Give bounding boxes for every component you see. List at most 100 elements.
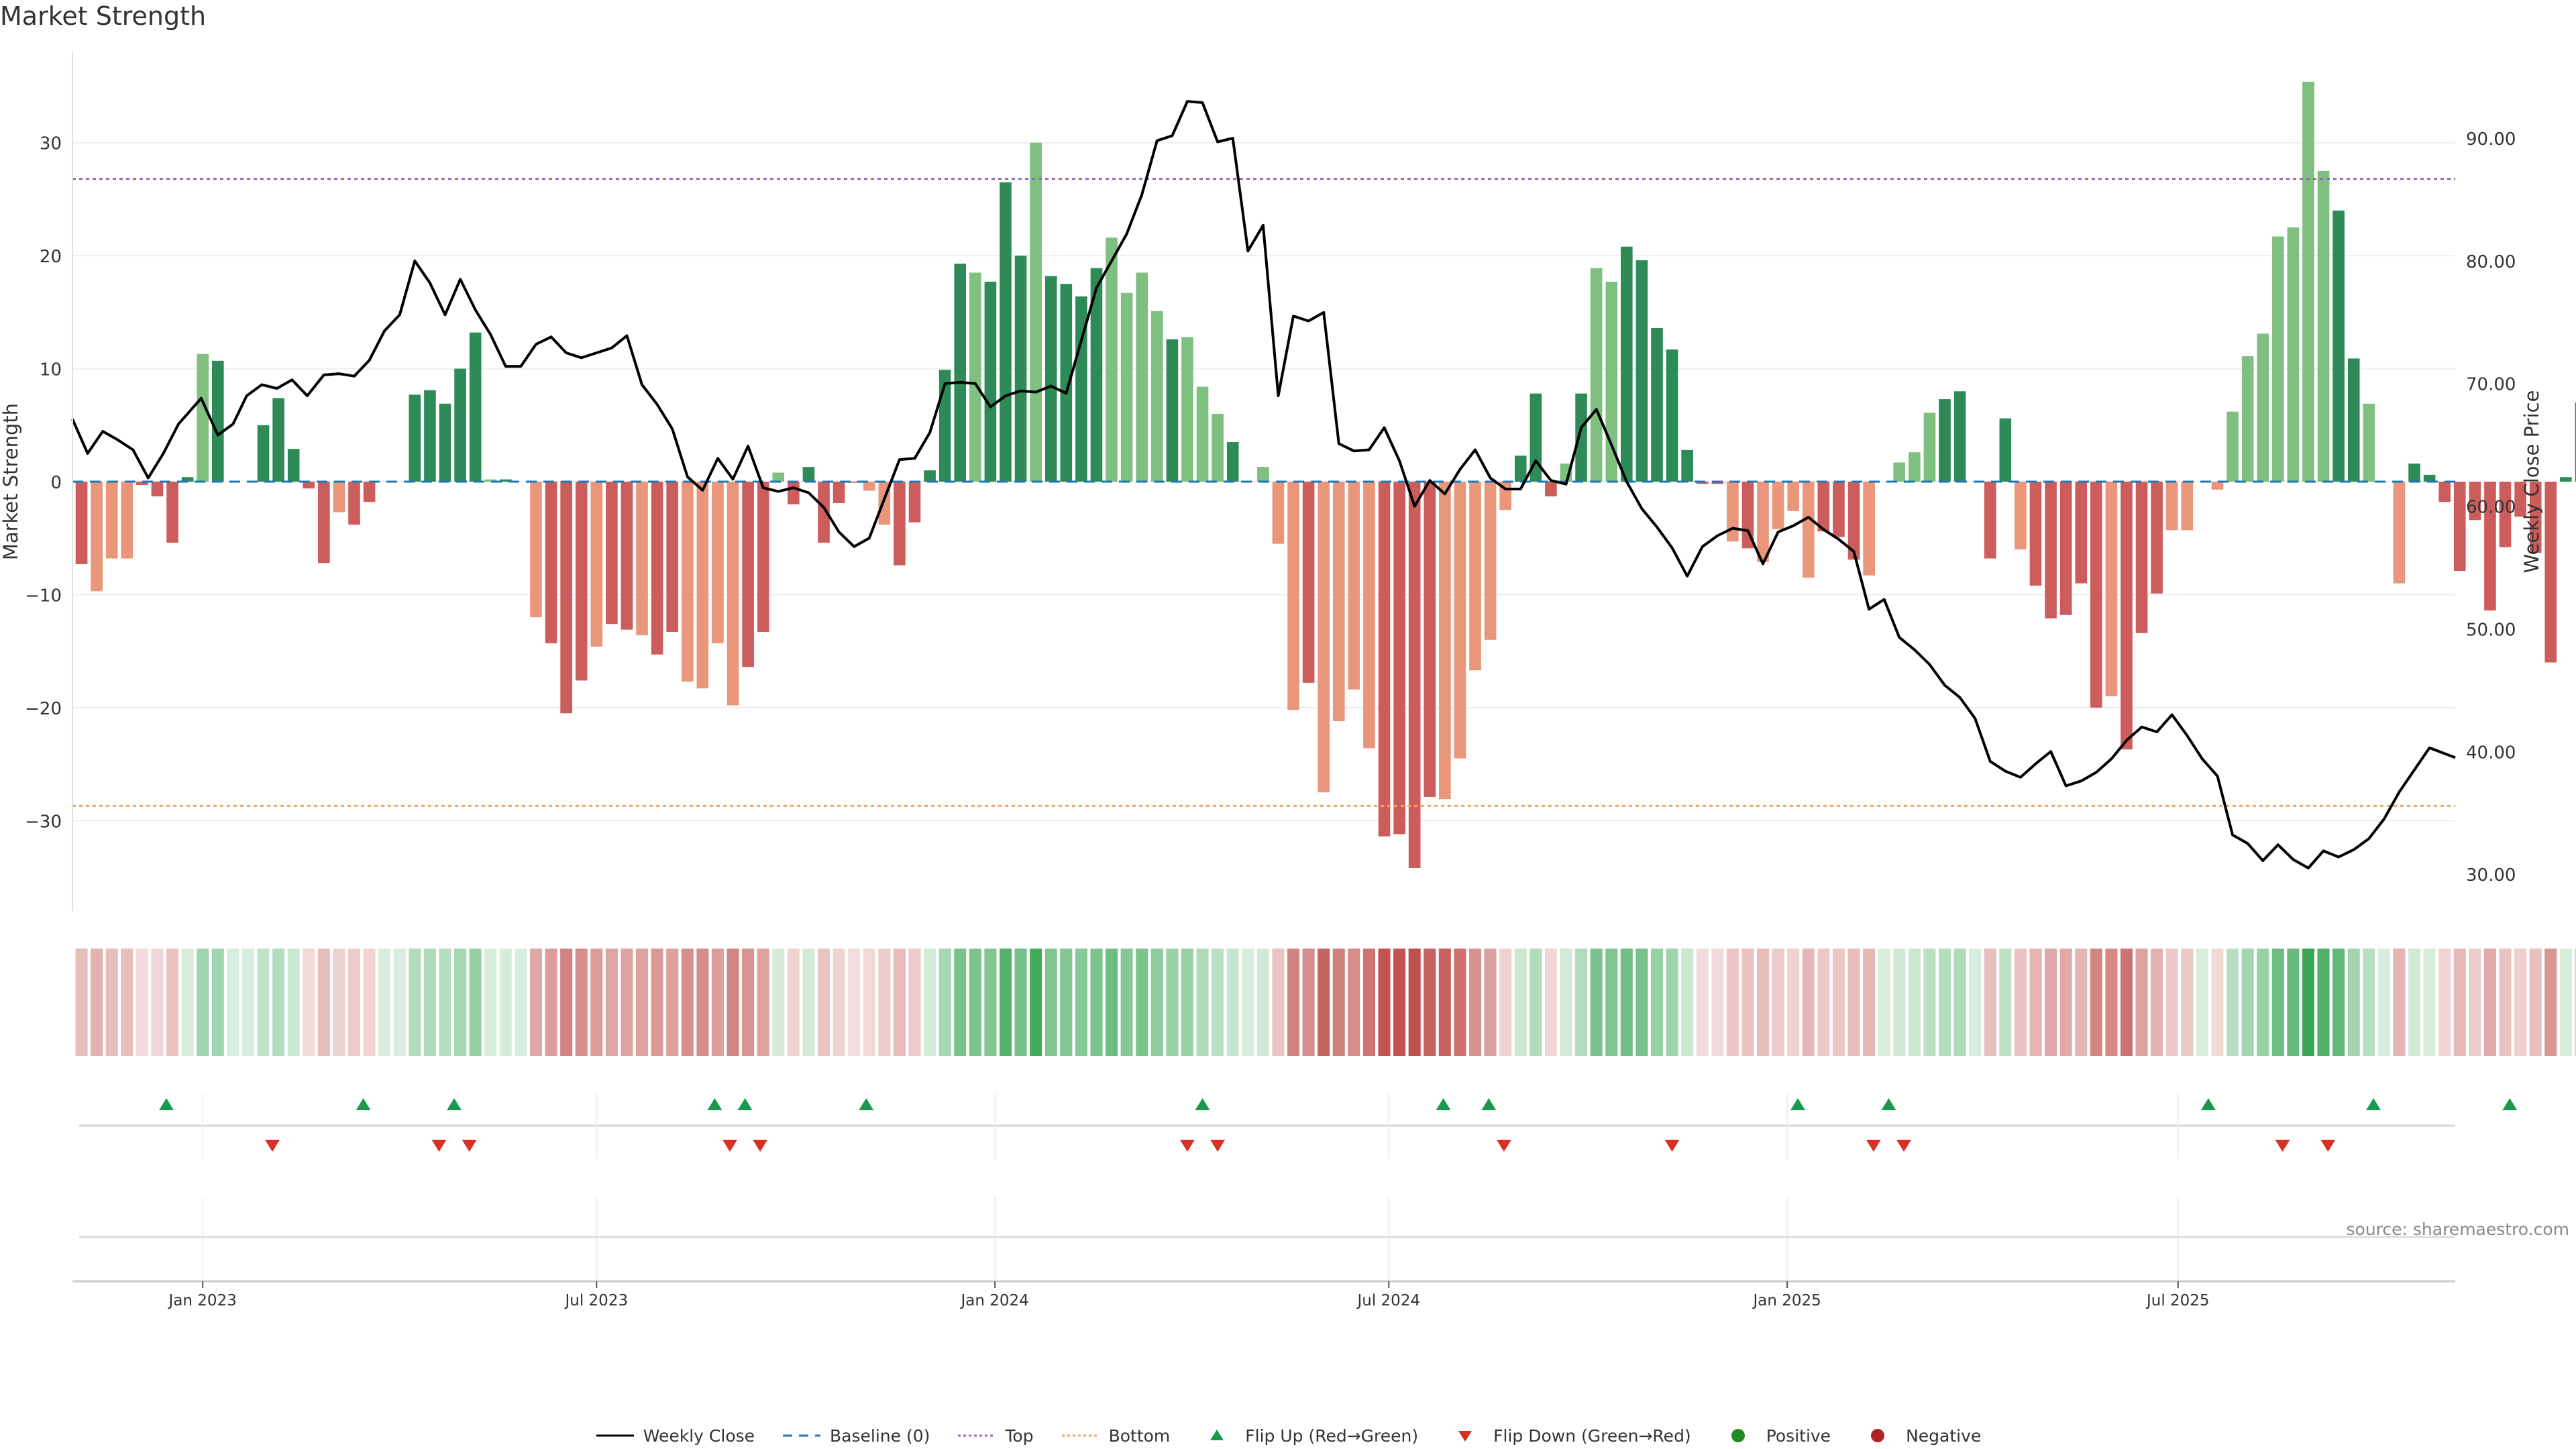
heatmap-cell (151, 949, 164, 1056)
strength-bar (954, 263, 967, 482)
y2-tick-label: 40.00 (2466, 743, 2516, 763)
strength-bar (1893, 462, 1906, 482)
y-tick-label: −10 (25, 586, 62, 606)
heatmap-cell (545, 949, 557, 1056)
heatmap-cell (393, 949, 406, 1056)
heatmap-cell (257, 949, 270, 1056)
strength-bar (136, 482, 148, 486)
y2-tick-label: 90.00 (2466, 129, 2516, 150)
heatmap-cell (2105, 949, 2118, 1056)
strength-bar (938, 370, 951, 482)
heatmap-cell (1847, 949, 1860, 1056)
flip-down-marker (1664, 1140, 1680, 1152)
strength-bar (1711, 482, 1724, 484)
legend-symbol (958, 1434, 996, 1437)
strength-bar (2544, 482, 2557, 663)
strength-bar (1257, 467, 1269, 482)
strength-bar (2438, 482, 2451, 502)
strength-bar (1847, 482, 1860, 560)
strength-bar (1514, 455, 1527, 482)
heatmap-cell (1181, 949, 1193, 1056)
flip-down-marker (2320, 1140, 2336, 1152)
strength-bar (1287, 482, 1299, 710)
strength-bar (2499, 482, 2512, 547)
flip-up-marker (707, 1098, 722, 1110)
flip-down-marker (753, 1140, 768, 1152)
strength-bar (2575, 402, 2576, 482)
heatmap-cell (999, 949, 1012, 1056)
strength-bar (1817, 482, 1830, 532)
heatmap-cell (2363, 949, 2375, 1056)
strength-bar (318, 482, 330, 564)
strength-bar (1318, 482, 1330, 793)
heatmap-cell (1196, 949, 1209, 1056)
strength-bar (681, 482, 694, 682)
heatmap-cell (1726, 949, 1739, 1056)
y-tick-label: 30 (40, 134, 62, 154)
flip-up-marker (356, 1098, 371, 1110)
strength-bar (894, 482, 906, 566)
strength-bar (2393, 482, 2406, 584)
strength-bar (1484, 482, 1497, 640)
flip-down-marker (431, 1140, 447, 1152)
heatmap-cell (1106, 949, 1118, 1056)
legend-label: Weekly Close (643, 1426, 755, 1446)
strength-bar (1226, 442, 1239, 482)
heatmap-cell (1212, 949, 1224, 1056)
heatmap-cell (484, 949, 497, 1056)
strength-bar (363, 482, 376, 502)
y2-tick-label: 50.00 (2466, 620, 2516, 640)
heatmap-cell (2347, 949, 2360, 1056)
heatmap-cell (1468, 949, 1482, 1056)
strength-bar (409, 394, 421, 482)
legend-item-baseline: Baseline (0) (782, 1426, 930, 1446)
strength-bar (1075, 296, 1087, 482)
strength-bar (1060, 284, 1073, 482)
heatmap-cell (2423, 949, 2436, 1056)
y-axis-label: Market Strength (0, 403, 22, 560)
heatmap-cell (1166, 949, 1179, 1056)
strength-bar (1150, 311, 1163, 482)
heatmap-cell (1256, 949, 1269, 1056)
strength-bar (303, 482, 315, 489)
strength-bar (788, 482, 800, 504)
strength-bar (1833, 482, 1845, 537)
heatmap-cell (1529, 949, 1542, 1056)
legend-item-flip-up: Flip Up (Red→Green) (1197, 1426, 1418, 1446)
weekly-close-line (71, 100, 2456, 869)
heatmap-cell (2287, 949, 2300, 1056)
heatmap-cell (287, 949, 300, 1056)
heatmap-cell (75, 949, 88, 1056)
strength-bar (1939, 399, 1951, 482)
heatmap-cell (1044, 949, 1057, 1056)
strength-bar (924, 470, 936, 482)
strength-bar (712, 482, 724, 643)
legend: Weekly Close Baseline (0) Top Bottom Flip Up… (0, 1424, 2576, 1448)
heatmap-cell (1318, 949, 1330, 1056)
heatmap-cell (1984, 949, 1996, 1056)
strength-bar (1651, 327, 1663, 482)
strength-bar (1999, 418, 2012, 482)
heatmap-cell (1787, 949, 1800, 1056)
heatmap-cell (742, 949, 755, 1056)
heatmap-cell (2151, 949, 2163, 1056)
heatmap-cell (1650, 949, 1664, 1056)
strength-bar (696, 482, 709, 689)
heatmap-cell (1060, 949, 1073, 1056)
heatmap-cell (651, 949, 663, 1056)
heatmap-cell (1030, 949, 1042, 1056)
strength-bar (1014, 256, 1027, 482)
y-tick-label: −20 (25, 699, 62, 719)
strength-bar (211, 360, 224, 482)
strength-bar (2347, 358, 2360, 482)
heatmap-cell (833, 949, 845, 1056)
heatmap-cell (696, 949, 709, 1056)
heatmap-cell (817, 949, 830, 1056)
flip-down-marker (265, 1140, 280, 1152)
legend-symbol (596, 1434, 634, 1437)
heatmap-cell (560, 949, 573, 1056)
strength-bar (1953, 391, 1966, 482)
heatmap-cell (1454, 949, 1466, 1056)
heatmap-cell (2514, 949, 2527, 1056)
heatmap-cell (621, 949, 633, 1056)
